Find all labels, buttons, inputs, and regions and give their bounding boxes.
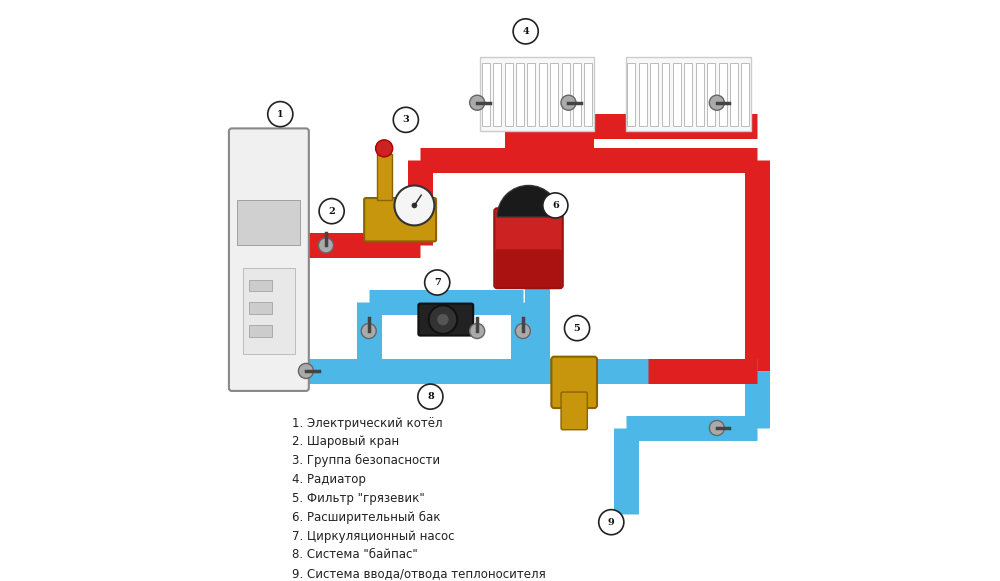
Bar [377,154,392,200]
Circle shape [543,193,568,218]
Wedge shape [497,185,560,217]
FancyBboxPatch shape [494,209,563,288]
Circle shape [268,102,293,127]
Circle shape [470,95,485,110]
Text: 3. Группа безопасности: 3. Группа безопасности [292,454,440,467]
Circle shape [361,324,376,339]
Text: 8: 8 [427,392,434,401]
Bar [520,134,594,151]
Bar [741,63,749,125]
Text: 9. Система ввода/отвода теплоносителя: 9. Система ввода/отвода теплоносителя [292,567,545,580]
Text: 4. Радиатор: 4. Радиатор [292,473,366,486]
Bar [249,303,272,314]
Circle shape [429,306,457,334]
Circle shape [515,324,530,339]
Bar [516,63,524,125]
Text: 3: 3 [402,116,409,124]
Circle shape [394,185,434,225]
Circle shape [561,95,576,110]
Text: 9: 9 [608,518,615,526]
Text: 2: 2 [328,207,335,216]
Bar [650,63,658,125]
Text: 1. Электрический котёл: 1. Электрический котёл [292,417,442,429]
Circle shape [319,199,344,224]
Text: 6. Расширительный бак: 6. Расширительный бак [292,511,440,524]
Bar [480,57,594,131]
Circle shape [412,203,417,209]
Circle shape [709,421,724,436]
Text: 5. Фильтр "грязевик": 5. Фильтр "грязевик" [292,492,424,505]
FancyBboxPatch shape [561,392,587,430]
FancyBboxPatch shape [229,128,309,391]
Circle shape [376,140,393,157]
Text: 7: 7 [434,278,441,287]
Bar [627,63,635,125]
Bar [626,57,751,131]
Bar [730,63,738,125]
Bar [493,63,501,125]
Bar [249,279,272,291]
Bar [539,63,547,125]
Bar [249,325,272,337]
Bar [684,63,692,125]
Circle shape [513,19,538,44]
Text: 2. Шаровый кран: 2. Шаровый кран [292,435,399,449]
Bar [243,268,295,354]
Bar [527,63,535,125]
Circle shape [564,315,590,340]
Bar [673,63,681,125]
FancyBboxPatch shape [364,198,436,241]
Bar [707,63,715,125]
Bar [662,63,669,125]
Bar [550,63,558,125]
FancyBboxPatch shape [418,304,473,336]
Bar [584,63,592,125]
Text: 6: 6 [552,201,559,210]
Circle shape [298,363,314,378]
Circle shape [393,107,418,132]
Text: 4: 4 [522,27,529,36]
Bar [237,200,300,245]
FancyBboxPatch shape [551,357,597,408]
FancyBboxPatch shape [495,249,562,287]
Circle shape [418,384,443,409]
Circle shape [318,238,333,253]
Circle shape [470,324,485,339]
Text: 7. Циркуляционный насос: 7. Циркуляционный насос [292,530,454,543]
Circle shape [425,270,450,295]
Bar [573,63,581,125]
Circle shape [437,314,449,325]
Bar [696,63,704,125]
Bar [482,63,490,125]
Circle shape [599,510,624,535]
Text: 5: 5 [574,324,580,333]
Bar [505,63,513,125]
Bar [719,63,727,125]
Bar [639,63,647,125]
Text: 1: 1 [277,110,284,119]
Circle shape [709,95,724,110]
Text: 8. Система "байпас": 8. Система "байпас" [292,548,417,561]
Bar [562,63,570,125]
